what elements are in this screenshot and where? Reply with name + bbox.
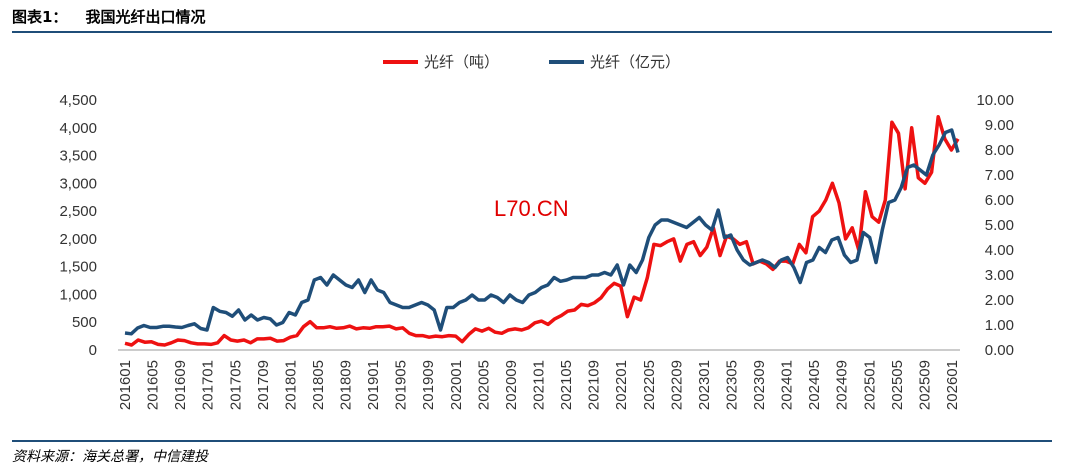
y-right-tick-label: 2.00 <box>985 292 1014 309</box>
x-tick-label: 201701 <box>200 360 217 410</box>
x-tick-label: 201809 <box>338 360 355 410</box>
x-tick-label: 202309 <box>751 360 768 410</box>
x-tick-label: 201601 <box>117 360 134 410</box>
x-tick-label: 201805 <box>310 360 327 410</box>
y-left-tick-label: 1,000 <box>59 286 97 303</box>
x-axis: 201601 201605 201609 201701 201705 201709 2018… <box>117 349 961 410</box>
chart-title: 我国光纤出口情况 <box>85 8 206 26</box>
series-line-tons <box>124 114 960 347</box>
y-left-tick-label: 3,000 <box>59 175 97 192</box>
x-tick-label: 201709 <box>255 360 272 410</box>
y-left-tick-label: 4,500 <box>59 92 97 109</box>
x-tick-label: 202505 <box>889 360 906 410</box>
series-line-value <box>124 128 960 336</box>
figure-title: 图表1： 我国光纤出口情况 <box>12 6 205 27</box>
x-tick-label: 202001 <box>448 360 465 410</box>
x-tick-label: 202509 <box>916 360 933 410</box>
bottom-rule <box>12 440 1052 442</box>
y-left-tick-label: 4,000 <box>59 120 97 137</box>
y-axis-left: 0 500 1,000 1,500 2,000 2,500 3,000 3,500 4,000 4… <box>59 92 97 359</box>
y-left-tick-label: 2,000 <box>59 231 97 248</box>
legend-label-tons: 光纤（吨） <box>424 53 499 71</box>
y-right-tick-label: 8.00 <box>985 142 1014 159</box>
x-tick-label: 201905 <box>393 360 410 410</box>
x-tick-label: 202401 <box>779 360 796 410</box>
y-right-tick-label: 7.00 <box>985 167 1014 184</box>
x-tick-label: 202009 <box>503 360 520 410</box>
y-right-tick-label: 0.00 <box>985 342 1014 359</box>
x-tick-label: 202205 <box>641 360 658 410</box>
y-right-tick-label: 10.00 <box>976 92 1014 109</box>
x-tick-label: 202201 <box>613 360 630 410</box>
x-tick-label: 201605 <box>145 360 162 410</box>
watermark: L70.CN <box>494 196 569 221</box>
y-axis-right: 0.00 1.00 2.00 3.00 4.00 5.00 6.00 7.00 8.00 9.00… <box>976 92 1014 359</box>
x-tick-label: 202109 <box>586 360 603 410</box>
x-tick-label: 202601 <box>944 360 961 410</box>
x-tick-label: 202301 <box>696 360 713 410</box>
y-right-tick-label: 3.00 <box>985 267 1014 284</box>
y-left-tick-label: 500 <box>72 314 97 331</box>
y-left-tick-label: 2,500 <box>59 203 97 220</box>
y-right-tick-label: 9.00 <box>985 117 1014 134</box>
x-tick-label: 202409 <box>834 360 851 410</box>
x-tick-label: 201705 <box>227 360 244 410</box>
top-rule <box>12 31 1052 33</box>
x-tick-label: 202405 <box>806 360 823 410</box>
legend: 光纤（吨） 光纤（亿元） <box>383 53 680 71</box>
plot-area <box>124 114 960 347</box>
x-tick-label: 201801 <box>282 360 299 410</box>
x-tick-label: 202209 <box>668 360 685 410</box>
y-right-tick-label: 1.00 <box>985 317 1014 334</box>
x-tick-label: 202101 <box>531 360 548 410</box>
x-tick-label: 201609 <box>172 360 189 410</box>
y-right-tick-label: 5.00 <box>985 217 1014 234</box>
y-right-tick-label: 4.00 <box>985 242 1014 259</box>
x-tick-label: 202501 <box>861 360 878 410</box>
y-left-tick-label: 0 <box>89 342 97 359</box>
legend-label-value: 光纤（亿元） <box>590 53 680 71</box>
x-tick-label: 202005 <box>475 360 492 410</box>
x-tick-label: 202305 <box>723 360 740 410</box>
y-left-tick-label: 1,500 <box>59 259 97 276</box>
x-tick-label: 201909 <box>420 360 437 410</box>
y-right-tick-label: 6.00 <box>985 192 1014 209</box>
x-tick-label: 202105 <box>558 360 575 410</box>
chart: 光纤（吨） 光纤（亿元） 0 500 1,000 1,500 2,000 2,500 3,0… <box>59 53 1014 410</box>
source-note: 资料来源：海关总署，中信建投 <box>12 449 208 465</box>
x-tick-label: 201901 <box>365 360 382 410</box>
y-left-tick-label: 3,500 <box>59 148 97 165</box>
figure-label: 图表1： <box>12 8 68 26</box>
